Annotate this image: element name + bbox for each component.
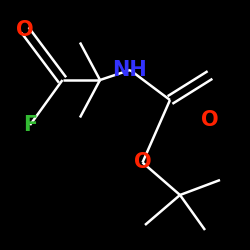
Text: O: O	[16, 20, 34, 40]
Text: NH: NH	[112, 60, 148, 80]
Text: F: F	[23, 115, 37, 135]
Text: O: O	[201, 110, 219, 130]
Text: O: O	[134, 152, 151, 172]
